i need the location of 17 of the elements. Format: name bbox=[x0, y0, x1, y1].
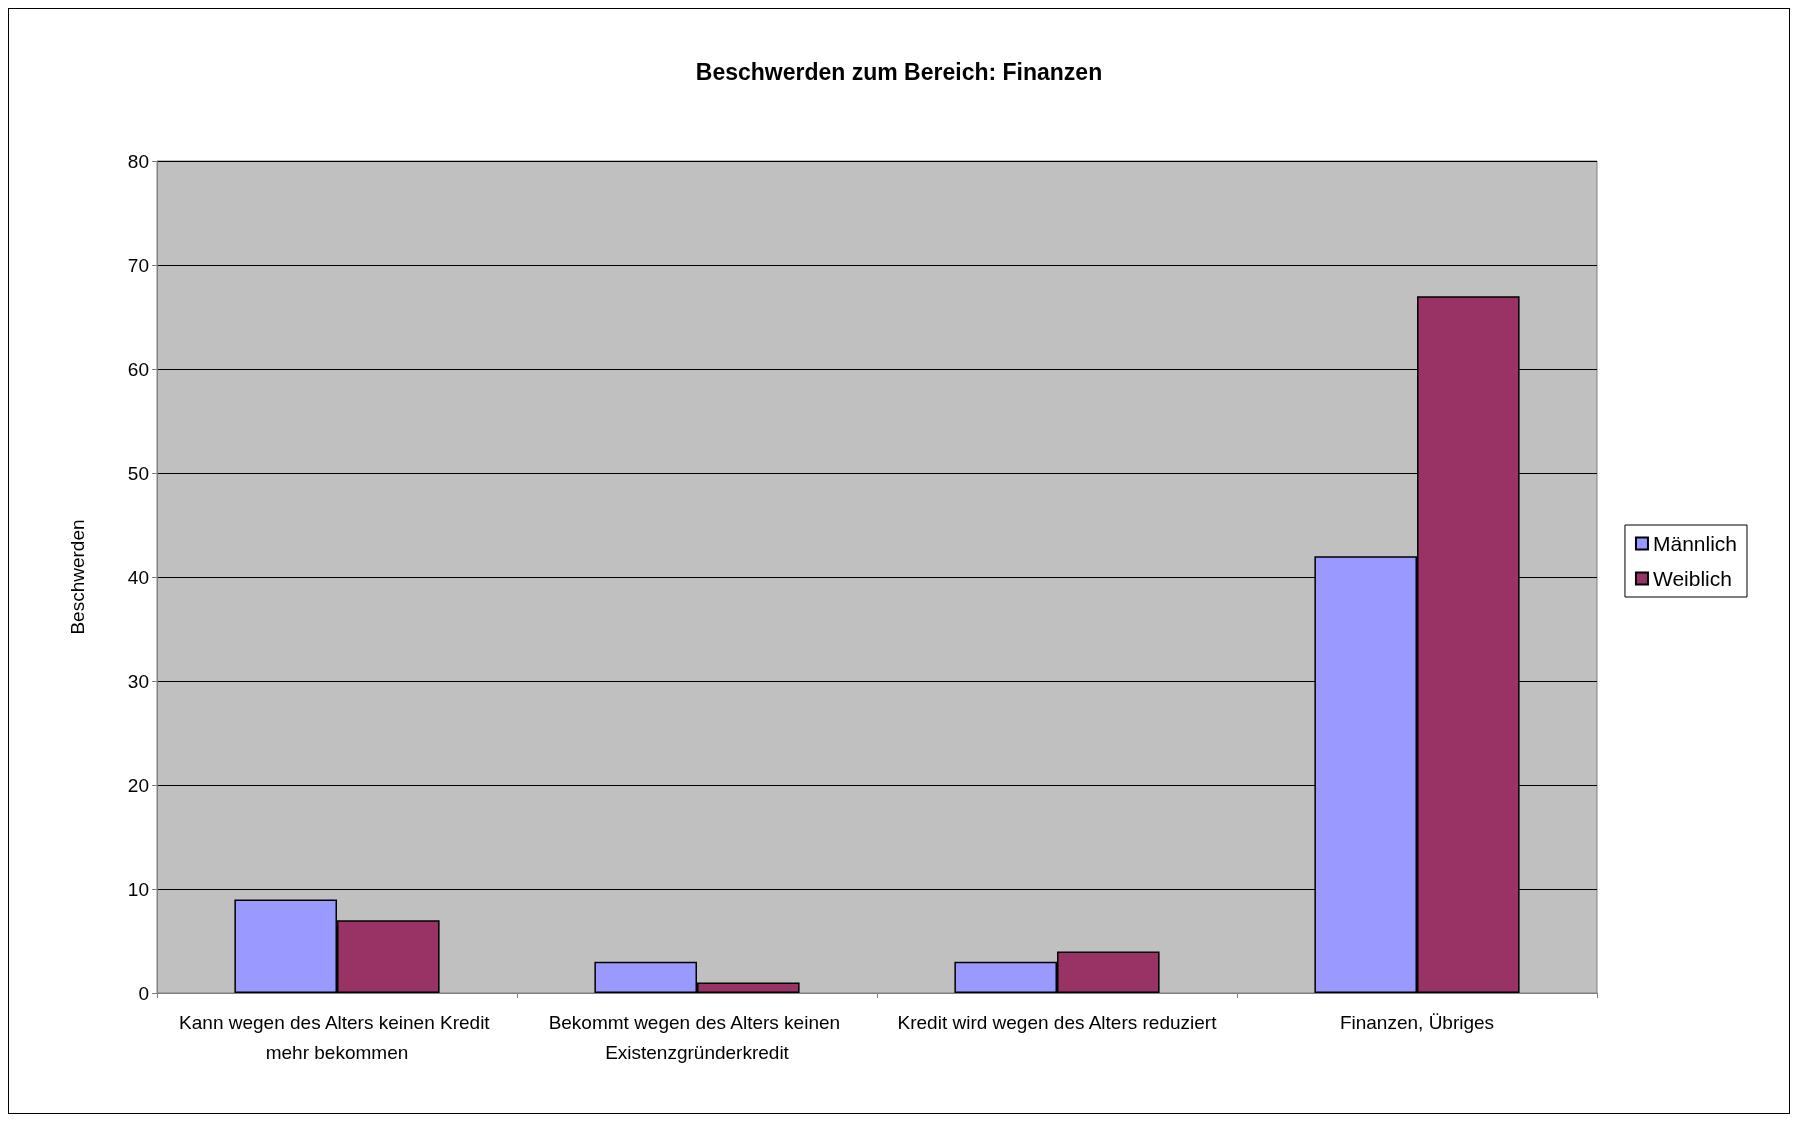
x-tick-label: Bekommt wegen des Alters keinen Existenzgründerkredit bbox=[548, 1011, 846, 1063]
y-tick-label: 10 bbox=[127, 878, 149, 900]
y-tick-label: 50 bbox=[127, 462, 149, 484]
chart-title: Beschwerden zum Bereich: Finanzen bbox=[695, 58, 1103, 85]
y-tick-label: 80 bbox=[127, 150, 149, 172]
y-tick-label: 30 bbox=[127, 670, 149, 692]
x-tick-label: Finanzen, Übriges bbox=[1339, 1011, 1495, 1033]
y-axis-title: Beschwerden bbox=[67, 519, 88, 635]
y-tick-label: 40 bbox=[127, 566, 149, 588]
y-tick-label: 0 bbox=[138, 982, 149, 1004]
legend-label: Weiblich bbox=[1652, 567, 1732, 590]
y-tick-label: 20 bbox=[127, 774, 149, 796]
x-tick-label: Kredit wird wegen des Alters reduziert bbox=[897, 1011, 1218, 1033]
x-tick-label: Kann wegen des Alters keinen Kredit mehr bekommen bbox=[179, 1011, 495, 1063]
y-tick-label: 70 bbox=[127, 254, 149, 276]
legend-label: Männlich bbox=[1652, 532, 1738, 555]
y-tick-label: 60 bbox=[127, 358, 149, 380]
